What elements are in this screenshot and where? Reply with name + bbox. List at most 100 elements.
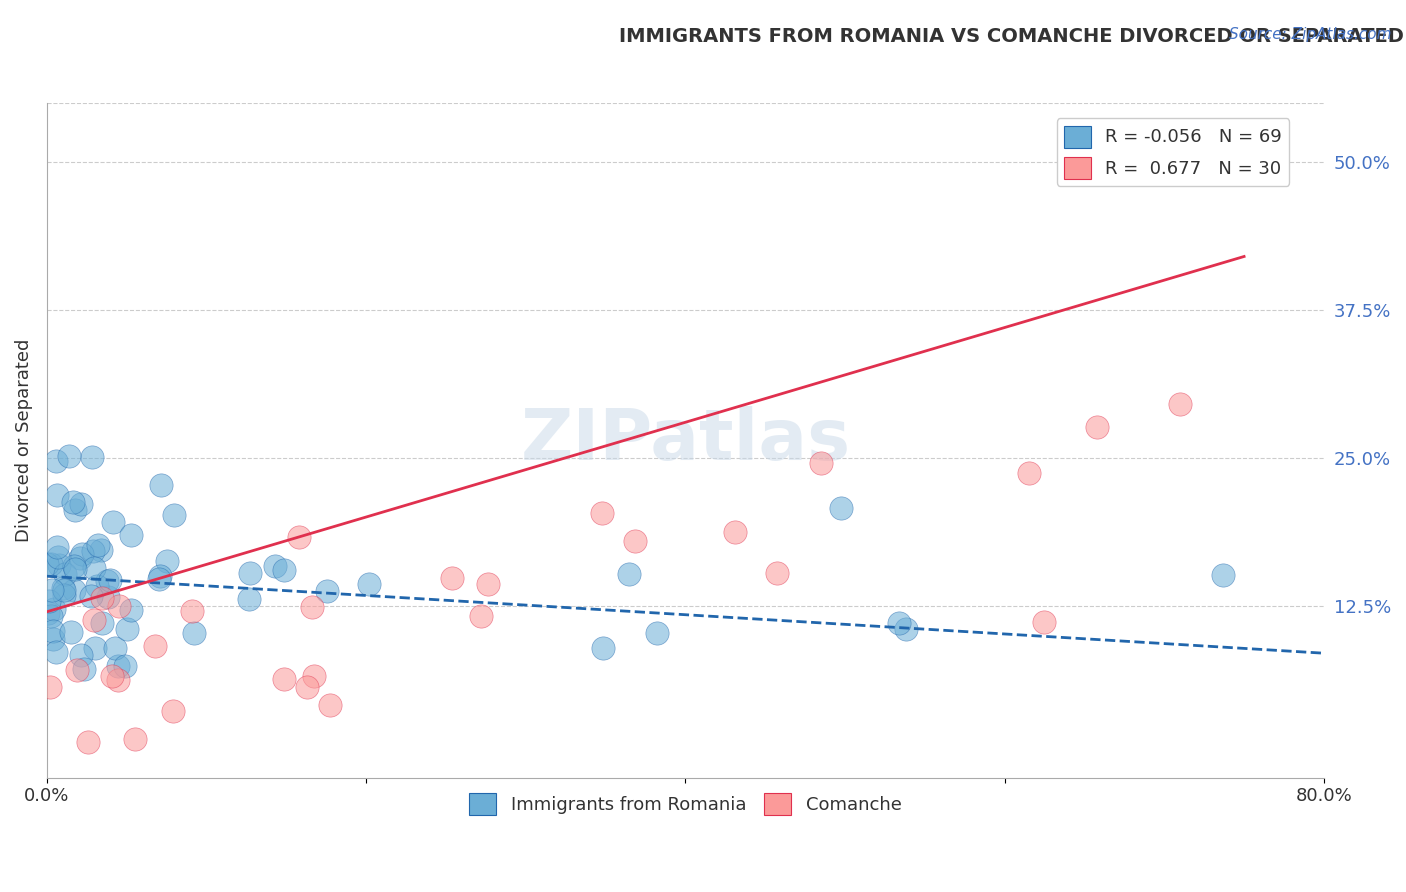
Point xyxy=(115,622,138,636)
Point xyxy=(87,538,110,552)
Point xyxy=(1085,420,1108,434)
Point xyxy=(39,557,62,571)
Point xyxy=(70,547,93,561)
Point xyxy=(887,616,910,631)
Point xyxy=(91,615,114,630)
Point xyxy=(319,698,342,712)
Point xyxy=(1018,467,1040,481)
Point xyxy=(83,613,105,627)
Point xyxy=(46,541,69,555)
Point xyxy=(63,562,86,576)
Point xyxy=(124,731,146,746)
Point xyxy=(96,574,118,589)
Point xyxy=(592,641,614,656)
Point xyxy=(155,554,177,568)
Point xyxy=(183,625,205,640)
Point xyxy=(58,450,80,464)
Point xyxy=(107,659,129,673)
Point xyxy=(143,640,166,654)
Point xyxy=(301,600,323,615)
Point xyxy=(70,497,93,511)
Point xyxy=(77,735,100,749)
Point xyxy=(624,533,647,548)
Point xyxy=(101,669,124,683)
Point xyxy=(41,608,63,623)
Point xyxy=(53,588,76,602)
Point xyxy=(238,591,260,606)
Point xyxy=(162,704,184,718)
Point xyxy=(53,583,76,598)
Point xyxy=(86,579,108,593)
Point xyxy=(63,559,86,574)
Point xyxy=(104,641,127,656)
Point xyxy=(107,599,129,613)
Point xyxy=(53,566,76,581)
Point xyxy=(810,456,832,470)
Point xyxy=(470,609,492,624)
Point xyxy=(84,640,107,655)
Point xyxy=(83,560,105,574)
Point xyxy=(894,622,917,636)
Point xyxy=(46,488,69,502)
Point xyxy=(48,558,70,572)
Point xyxy=(62,494,84,508)
Point xyxy=(302,669,325,683)
Point xyxy=(45,454,67,468)
Point xyxy=(766,566,789,580)
Point xyxy=(42,624,65,639)
Point xyxy=(80,589,103,603)
Point xyxy=(263,559,285,574)
Point xyxy=(287,530,309,544)
Point xyxy=(180,604,202,618)
Point xyxy=(35,557,58,571)
Point xyxy=(120,527,142,541)
Point xyxy=(619,567,641,582)
Point xyxy=(82,450,104,464)
Point xyxy=(69,551,91,566)
Point xyxy=(97,591,120,605)
Point xyxy=(114,658,136,673)
Point xyxy=(101,515,124,529)
Legend: Immigrants from Romania, Comanche: Immigrants from Romania, Comanche xyxy=(463,786,908,822)
Point xyxy=(63,582,86,597)
Point xyxy=(90,542,112,557)
Point xyxy=(645,626,668,640)
Point xyxy=(73,662,96,676)
Point xyxy=(82,543,104,558)
Point xyxy=(38,680,60,694)
Point xyxy=(59,625,82,640)
Text: Source: ZipAtlas.com: Source: ZipAtlas.com xyxy=(1229,27,1392,42)
Point xyxy=(830,500,852,515)
Point xyxy=(440,571,463,585)
Point xyxy=(150,477,173,491)
Point xyxy=(120,602,142,616)
Point xyxy=(1168,397,1191,411)
Point xyxy=(148,572,170,586)
Point xyxy=(1212,568,1234,582)
Point xyxy=(44,602,66,616)
Text: IMMIGRANTS FROM ROMANIA VS COMANCHE DIVORCED OR SEPARATED CORRELATION CHART: IMMIGRANTS FROM ROMANIA VS COMANCHE DIVO… xyxy=(619,27,1406,45)
Point xyxy=(273,673,295,687)
Point xyxy=(1032,615,1054,629)
Point xyxy=(316,584,339,599)
Point xyxy=(52,581,75,595)
Point xyxy=(38,594,60,608)
Point xyxy=(41,582,63,597)
Text: ZIPatlas: ZIPatlas xyxy=(520,406,851,475)
Y-axis label: Divorced or Separated: Divorced or Separated xyxy=(15,338,32,541)
Point xyxy=(724,524,747,539)
Point xyxy=(37,606,59,620)
Point xyxy=(46,549,69,564)
Point xyxy=(41,632,63,646)
Point xyxy=(239,566,262,580)
Point xyxy=(66,664,89,678)
Point xyxy=(63,503,86,517)
Point xyxy=(477,576,499,591)
Point xyxy=(45,645,67,659)
Point xyxy=(295,680,318,694)
Point xyxy=(70,648,93,662)
Point xyxy=(98,573,121,587)
Point xyxy=(273,562,295,576)
Point xyxy=(91,591,114,605)
Point xyxy=(162,508,184,523)
